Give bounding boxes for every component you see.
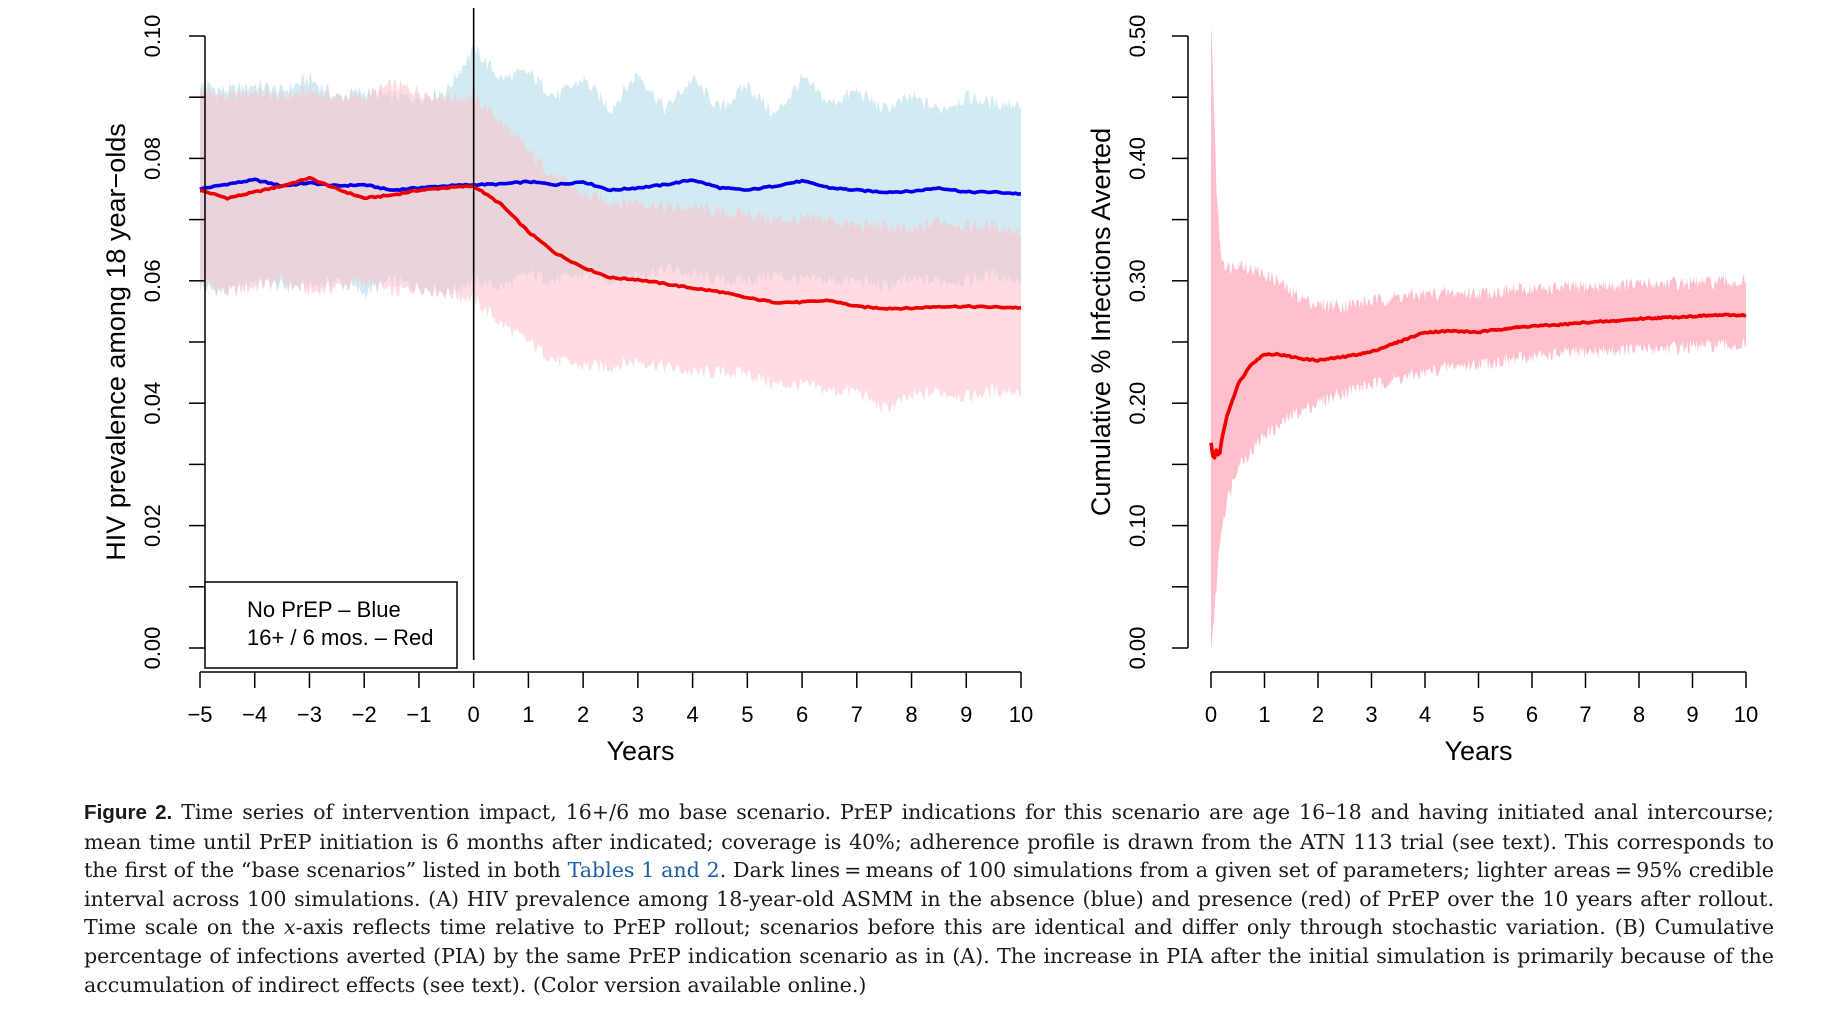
panel-a-x-tick-label: 6 [796, 702, 808, 727]
panel-a-band-1 [200, 79, 1021, 414]
panel-b-band-0 [1211, 23, 1746, 649]
figure-canvas: 0.00 0.02 0.04 0.06 0.08 0.10 HIV prevalence a… [101, 8, 1758, 766]
panel-a-plot [199, 42, 1022, 414]
panel-b-x-tick-label: 6 [1526, 702, 1538, 727]
panel-a-x-tick-label: −5 [187, 702, 212, 727]
panel-b-x-axis-title: Years [1444, 736, 1512, 766]
panel-a-mean-line-0 [199, 177, 1022, 196]
panel-a-legend-entry: 16+ / 6 mos. – Red [247, 625, 434, 650]
panel-a-x-tick-label: 2 [577, 702, 589, 727]
panel-b-mean-line-0 [1209, 312, 1747, 460]
panel-b-y-axis-title: Cumulative % Infections Averted [1086, 128, 1116, 516]
panel-b-x-tick-label: 5 [1472, 702, 1484, 727]
caption-text-3: -axis reflects time relative to PrEP rol… [84, 915, 1775, 997]
panel-a-x-tick-label: 9 [960, 702, 972, 727]
caption-label: Figure 2. [84, 801, 173, 824]
caption-text-2: . Dark lines = means of 100 simulations … [84, 858, 1774, 940]
panel-a-x-tick-label: 10 [1009, 702, 1033, 727]
panel-a-y-tick-label: 0.10 [140, 15, 165, 58]
panel-a-x-tick-label: 0 [468, 702, 480, 727]
panel-a-x-axis-title: Years [606, 736, 674, 766]
panel-a-y-tick-label: 0.06 [140, 259, 165, 302]
caption-tables-link[interactable]: Tables 1 and 2 [567, 858, 720, 883]
caption-text-1: Time series of intervention impact, 16+/… [84, 800, 1774, 883]
panel-a-x-tick-label: 1 [522, 702, 534, 727]
panel-a-x-tick-label: 8 [905, 702, 917, 727]
panel-b-x-tick-label: 2 [1312, 702, 1324, 727]
panel-b-y-tick-label: 0.50 [1125, 15, 1150, 58]
panel-b-x-tick-label: 1 [1258, 702, 1270, 727]
panel-b-y-tick-label: 0.00 [1125, 627, 1150, 670]
caption-italic-x: x [283, 915, 296, 940]
panel-a-x-tick-label: −2 [352, 702, 377, 727]
panel-a-y-tick-label: 0.00 [140, 627, 165, 670]
panel-b-y-tick-label: 0.10 [1125, 504, 1150, 547]
panel-a-x-tick-label: −1 [406, 702, 431, 727]
panel-a-x-tick-label: −4 [242, 702, 267, 727]
panel-b-x-tick-label: 7 [1579, 702, 1591, 727]
panel-a-legend-entry: No PrEP – Blue [247, 597, 401, 622]
figure-caption: Figure 2. Time series of intervention im… [84, 798, 1774, 999]
panel-a-x-tick-label: −3 [297, 702, 322, 727]
panel-a-y-axis-title: HIV prevalence among 18 year−olds [101, 123, 131, 561]
panel-b-y-tick-label: 0.30 [1125, 259, 1150, 302]
panel-b-y-tick-label: 0.40 [1125, 137, 1150, 180]
panel-b-x-tick-label: 9 [1686, 702, 1698, 727]
panel-a-y-tick-label: 0.02 [140, 504, 165, 547]
panel-a-x-tick-label: 7 [851, 702, 863, 727]
panel-b-x-tick-label: 3 [1365, 702, 1377, 727]
panel-a-x-tick-label: 4 [686, 702, 698, 727]
panel-b-x-tick-label: 0 [1205, 702, 1217, 727]
panel-a-y-tick-label: 0.08 [140, 137, 165, 180]
panel-b-x-tick-label: 8 [1633, 702, 1645, 727]
panel-b-plot [1209, 23, 1747, 649]
panel-b-y-tick-label: 0.20 [1125, 382, 1150, 425]
panel-a-mean-line-1 [200, 175, 1022, 311]
panel-a-x-tick-label: 3 [632, 702, 644, 727]
panel-a-y-tick-label: 0.04 [140, 382, 165, 425]
panel-a-x-tick-label: 5 [741, 702, 753, 727]
panel-a-legend-box [204, 581, 458, 669]
panel-b-x-tick-label: 10 [1734, 702, 1758, 727]
panel-b-x-tick-label: 4 [1419, 702, 1431, 727]
